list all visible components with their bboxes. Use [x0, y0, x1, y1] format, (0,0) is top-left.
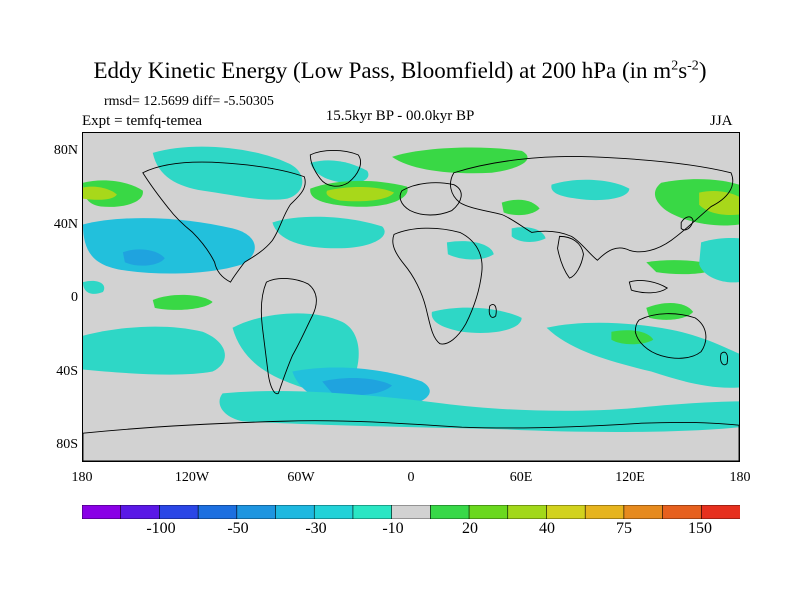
anomaly-pacific-cyan-east [699, 238, 739, 283]
coast-japan [680, 216, 694, 231]
colorbar-swatch [507, 505, 548, 519]
colorbar-swatch [275, 505, 315, 519]
colorbar-swatch [197, 505, 238, 519]
colorbar-swatch [584, 505, 625, 519]
anomaly-canada-arctic [152, 146, 303, 200]
colorbar-swatch [120, 505, 161, 519]
coast-india [557, 235, 584, 279]
colorbar-label: -50 [227, 520, 249, 537]
anomaly-arctic-russia-green [392, 147, 528, 174]
colorbar-swatch [623, 505, 664, 519]
period-label: 15.5kyr BP - 00.0kyr BP [325, 108, 475, 124]
eke-map [82, 132, 740, 462]
colorbar-swatch [236, 505, 277, 519]
coastlines [83, 149, 739, 461]
colorbar-swatch [313, 505, 354, 519]
anomaly-south-pacific-cyan [83, 326, 225, 375]
lat-label-80s: 80S [56, 437, 78, 452]
coast-asia [450, 156, 734, 261]
anomaly-central-asia-green [501, 199, 540, 216]
coast-australia [634, 313, 707, 359]
anomaly-arabia-cyan [511, 227, 546, 242]
anomaly-siberia-cyan [551, 179, 630, 201]
experiment-label: Expt = temfq-temea [82, 113, 203, 129]
lon-label-120e: 120E [615, 470, 645, 485]
colorbar-label: 150 [688, 520, 712, 537]
lat-label-0: 0 [71, 290, 78, 305]
colorbar-label: 20 [462, 520, 478, 537]
lon-label-60w: 60W [287, 470, 315, 485]
anomaly-southern-africa-cyan [431, 307, 522, 334]
colorbar-label: -30 [305, 520, 327, 537]
lon-label-0: 0 [407, 470, 415, 485]
lon-label-180w: 180 [71, 470, 93, 485]
lat-label-40s: 40S [56, 364, 78, 379]
colorbar-swatch [700, 505, 740, 519]
colorbar-swatch [159, 505, 199, 519]
coast-madagascar [488, 303, 497, 318]
coast-south-america [260, 278, 317, 395]
coast-indonesia [628, 280, 669, 294]
coast-north-america [142, 161, 306, 283]
figure-title: Eddy Kinetic Energy (Low Pass, Bloomfiel… [93, 58, 707, 83]
anomaly-east-asia-yellow [699, 190, 739, 216]
colorbar-swatch [430, 505, 470, 519]
stats-text: rmsd= 12.5699 diff= -5.50305 [104, 94, 274, 109]
lon-label-120w: 120W [174, 470, 210, 485]
colorbar-swatch [662, 505, 702, 519]
anomaly-australia-green [646, 303, 694, 320]
lon-label-180e: 180 [729, 470, 751, 485]
colorbar-swatch [391, 505, 431, 519]
colorbar-label: -100 [146, 520, 176, 537]
anomaly-north-pacific-blue [122, 249, 165, 266]
colorbar-label: 40 [539, 520, 555, 537]
colorbar-label: -10 [382, 520, 404, 537]
anomaly-east-asia-green [654, 179, 739, 226]
anomaly-indian-ocean-cyan [546, 322, 739, 388]
coast-africa [392, 227, 483, 345]
anomaly-africa-cyan [446, 241, 494, 260]
anomaly-south-indian-green [611, 330, 654, 345]
colorbar-swatch [352, 505, 393, 519]
anomaly-south-atlantic-blue-core [322, 378, 393, 396]
coast-antarctica [83, 420, 739, 461]
colorbar-swatch [468, 505, 509, 519]
season-label: JJA [710, 113, 733, 129]
anomaly-east-pacific-green [152, 294, 213, 310]
coast-greenland [309, 149, 361, 187]
colorbar-label: 75 [616, 520, 632, 537]
colorbar [82, 505, 740, 519]
anomaly-west-pacific-cyan [83, 280, 105, 294]
coast-new-zealand [720, 351, 728, 366]
coast-europe [399, 182, 462, 216]
lat-label-80n: 80N [53, 143, 78, 158]
colorbar-swatch [546, 505, 586, 519]
lon-label-60e: 60E [509, 470, 533, 485]
anomaly-north-atlantic-yellow [326, 187, 395, 202]
anomaly-north-pacific-yellow [83, 186, 117, 200]
colorbar-swatch [82, 505, 122, 519]
anomaly-south-ocean-cyan [219, 391, 739, 432]
anomaly-mid-atlantic-cyan [272, 216, 385, 249]
lat-label-40n: 40N [53, 217, 78, 232]
